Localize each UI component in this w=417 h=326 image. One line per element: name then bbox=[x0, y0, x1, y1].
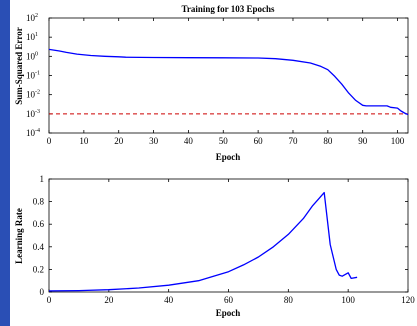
chart1-xtick-label: 50 bbox=[219, 136, 229, 146]
chart1-series-line bbox=[48, 48, 409, 116]
chart1-ytick-exponent: 0 bbox=[35, 51, 38, 57]
chart1-axes-frame bbox=[48, 17, 409, 134]
chart1-xtick-label: 10 bbox=[79, 136, 89, 146]
chart2-ytick-label: 0 bbox=[40, 287, 45, 297]
chart2-plot-area: 0 20 40 60 80 100 120 0 0.2 0.4 0.6 0.8 1 bbox=[33, 174, 416, 305]
chart2-xtick-label: 100 bbox=[341, 295, 355, 305]
chart1-ytick-label: 10 bbox=[26, 128, 36, 138]
chart1-xtick-label: 0 bbox=[47, 136, 52, 146]
chart2-ylabel: Learning Rate bbox=[14, 208, 24, 264]
chart1-title: Training for 103 Epochs bbox=[182, 4, 275, 14]
chart1-ytick-exponent: -2 bbox=[35, 90, 40, 96]
chart2-xtick-label: 60 bbox=[224, 295, 234, 305]
chart1-ytick-label: 10 bbox=[26, 13, 36, 23]
chart1-xtick-label: 30 bbox=[149, 136, 159, 146]
chart1-ytick-exponent: 1 bbox=[35, 32, 38, 38]
chart2-ytick-label: 0.8 bbox=[33, 197, 45, 207]
chart2-xtick-label: 0 bbox=[47, 295, 52, 305]
chart2-xtick-label: 20 bbox=[104, 295, 114, 305]
chart1-ytick-exponent: -4 bbox=[35, 128, 40, 134]
chart2-xtick-label: 80 bbox=[284, 295, 294, 305]
chart1-xtick-label: 40 bbox=[184, 136, 194, 146]
chart2-axes-frame bbox=[48, 178, 409, 293]
chart1-xtick-label: 20 bbox=[114, 136, 124, 146]
chart2-ytick-label: 0.6 bbox=[33, 219, 45, 229]
chart1-xtick-label: 100 bbox=[391, 136, 405, 146]
chart2-series-line bbox=[48, 191, 358, 292]
chart1-xtick-label: 90 bbox=[358, 136, 368, 146]
chart1-ytick-label: 10 bbox=[26, 32, 36, 42]
chart2-ytick-label: 1 bbox=[40, 174, 45, 184]
chart1-xtick-label: 70 bbox=[288, 136, 298, 146]
chart2-xtick-label: 120 bbox=[401, 295, 415, 305]
chart1-ytick-exponent: 2 bbox=[35, 13, 38, 19]
chart1-ytick-label: 10 bbox=[26, 109, 36, 119]
chart2-ytick-label: 0.4 bbox=[33, 242, 45, 252]
chart1-ytick-label: 10 bbox=[26, 51, 36, 61]
chart1-ylabel: Sum-Squared Error bbox=[14, 27, 24, 104]
chart1-ytick-exponent: -1 bbox=[35, 71, 40, 77]
chart1-plot-area: 0 10 20 30 40 50 60 70 80 90 10010-410-310-210-110… bbox=[26, 13, 409, 146]
chart1-xtick-label: 60 bbox=[254, 136, 264, 146]
chart1-ytick-exponent: -3 bbox=[35, 109, 40, 115]
chart2-xtick-label: 40 bbox=[164, 295, 174, 305]
window-edge-bar bbox=[0, 0, 10, 326]
chart1-ytick-label: 10 bbox=[26, 71, 36, 81]
chart2-xlabel: Epoch bbox=[216, 308, 241, 318]
chart2-ytick-label: 0.2 bbox=[33, 264, 44, 274]
chart1-xtick-label: 80 bbox=[323, 136, 333, 146]
chart1-ytick-label: 10 bbox=[26, 90, 36, 100]
chart1-xlabel: Epoch bbox=[216, 152, 241, 162]
